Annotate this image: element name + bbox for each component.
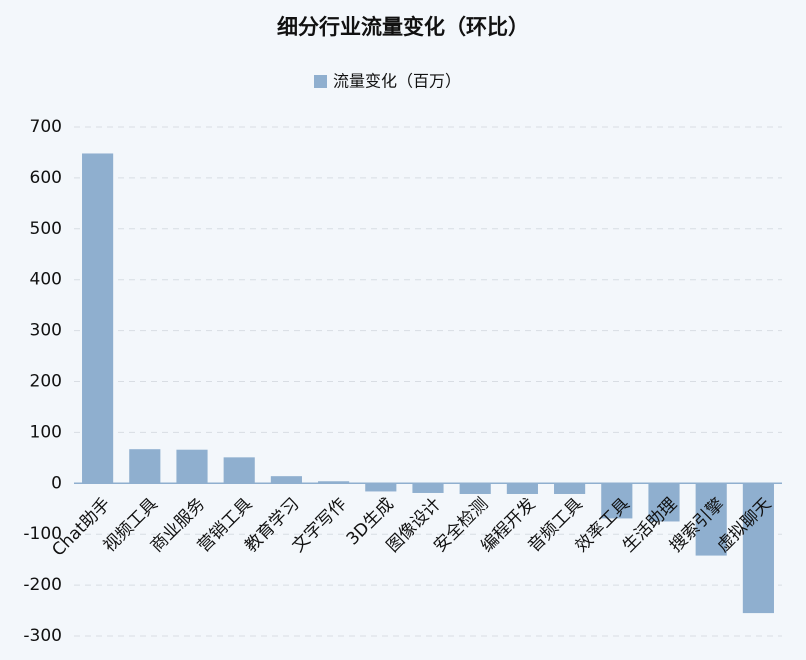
bar — [412, 483, 444, 493]
y-tick-label: 500 — [30, 219, 62, 239]
bar — [318, 481, 350, 484]
bar — [506, 483, 538, 494]
y-tick-label: 200 — [30, 372, 62, 392]
y-tick-label: 700 — [30, 117, 62, 137]
bar — [129, 449, 161, 484]
y-tick-label: -200 — [23, 575, 62, 595]
bar — [601, 483, 633, 519]
legend-label: 流量变化（百万） — [333, 72, 461, 91]
bar — [176, 449, 208, 484]
y-tick-label: -300 — [23, 626, 62, 646]
legend-swatch — [314, 75, 327, 88]
chart-title: 细分行业流量变化（环比） — [277, 15, 529, 39]
y-tick-label: 400 — [30, 270, 62, 290]
bar — [270, 476, 302, 484]
y-tick-label: 0 — [51, 473, 62, 493]
bar — [459, 483, 491, 494]
y-tick-label: 300 — [30, 321, 62, 341]
bar — [554, 483, 586, 494]
y-tick-label: 100 — [30, 422, 62, 442]
bar — [223, 457, 255, 484]
y-tick-label: -100 — [23, 524, 62, 544]
bar — [648, 483, 680, 522]
bar — [742, 483, 774, 614]
y-tick-label: 600 — [30, 168, 62, 188]
bar — [365, 483, 397, 492]
bar — [695, 483, 727, 556]
bar — [82, 153, 114, 484]
